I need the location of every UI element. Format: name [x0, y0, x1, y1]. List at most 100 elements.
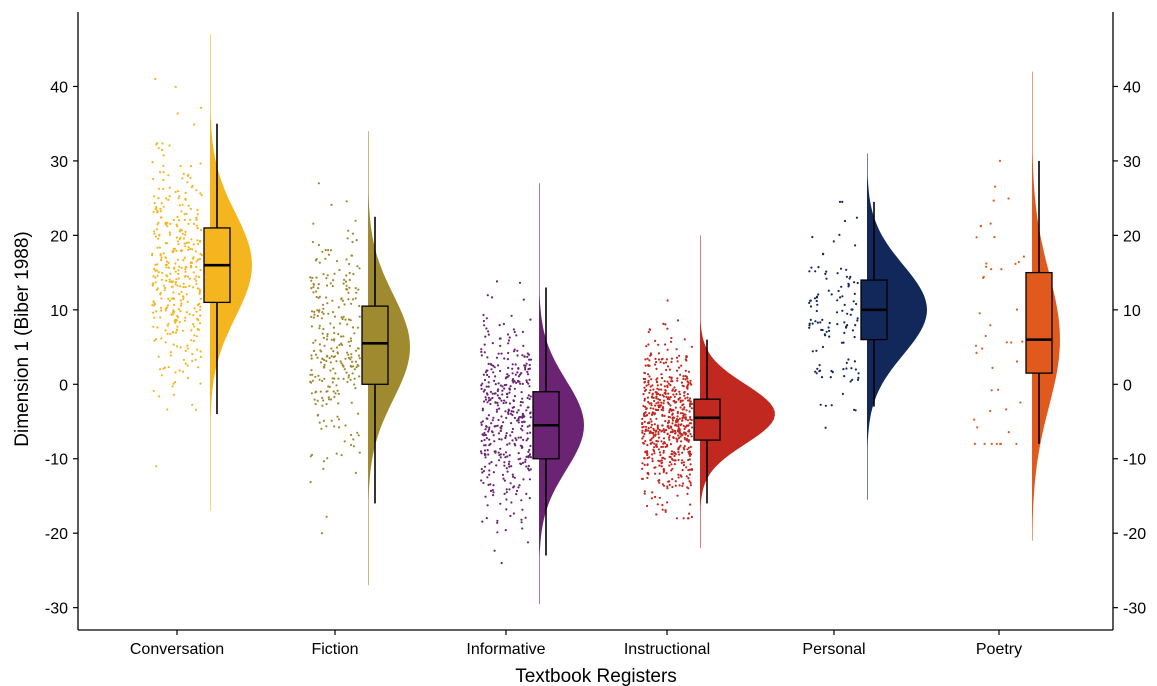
data-point: [502, 402, 505, 405]
data-point: [479, 450, 483, 453]
data-point: [357, 354, 361, 357]
data-point: [527, 382, 530, 385]
data-point: [195, 216, 198, 219]
data-point: [653, 442, 656, 445]
data-point: [668, 464, 671, 467]
data-point: [166, 221, 169, 224]
data-point: [182, 172, 185, 175]
data-point: [677, 434, 680, 437]
data-point: [349, 337, 352, 340]
data-point: [351, 298, 355, 301]
data-point: [171, 311, 174, 314]
data-point: [671, 431, 674, 434]
data-point: [165, 266, 168, 269]
data-point: [169, 272, 172, 275]
data-point: [185, 311, 188, 314]
data-point: [643, 457, 646, 460]
data-point: [657, 352, 661, 355]
data-point: [641, 429, 644, 432]
data-point: [350, 401, 353, 404]
data-point: [160, 309, 163, 312]
data-point: [507, 366, 510, 369]
data-point: [653, 423, 656, 426]
data-point: [845, 326, 848, 329]
data-point: [689, 402, 692, 405]
data-point: [171, 280, 175, 283]
data-point: [642, 393, 645, 396]
data-point: [846, 324, 849, 327]
data-point: [502, 453, 505, 456]
data-point: [817, 266, 820, 269]
data-point: [835, 311, 839, 314]
data-point: [671, 413, 674, 416]
data-point: [657, 401, 660, 404]
data-point: [676, 420, 679, 423]
data-point: [497, 388, 500, 391]
data-point: [687, 440, 690, 443]
data-point: [643, 399, 646, 402]
data-point: [318, 309, 321, 312]
data-point: [492, 416, 495, 419]
data-point: [828, 335, 831, 338]
data-point: [200, 194, 203, 197]
data-point: [480, 421, 483, 424]
data-point: [195, 279, 198, 282]
data-point: [496, 394, 499, 397]
data-point: [511, 427, 514, 431]
data-point: [183, 319, 187, 322]
data-point: [647, 429, 650, 432]
data-point: [158, 246, 161, 249]
data-point: [678, 390, 681, 393]
points-poetry: [973, 159, 1025, 445]
data-point: [656, 427, 660, 430]
data-point: [184, 285, 187, 289]
data-point: [672, 393, 675, 396]
data-point: [496, 521, 499, 524]
data-point: [346, 380, 349, 384]
data-point: [512, 512, 516, 515]
data-point: [686, 492, 689, 495]
data-point: [480, 350, 483, 353]
data-point: [505, 498, 508, 501]
data-point: [354, 471, 357, 474]
data-point: [151, 161, 154, 164]
data-point: [154, 207, 157, 210]
data-point: [309, 373, 312, 376]
data-point: [337, 418, 341, 421]
data-point: [153, 316, 156, 319]
data-point: [660, 461, 664, 464]
data-point: [154, 235, 157, 238]
data-point: [193, 334, 196, 337]
data-point: [347, 318, 351, 321]
data-point: [652, 396, 655, 399]
data-point: [644, 405, 647, 409]
data-point: [153, 230, 156, 233]
data-point: [528, 385, 531, 388]
data-point: [333, 338, 336, 341]
data-point: [200, 254, 203, 257]
density-conversation: [210, 34, 252, 511]
data-point: [496, 424, 499, 427]
data-point: [658, 428, 661, 432]
data-point: [153, 202, 156, 205]
data-point: [494, 375, 497, 378]
data-point: [186, 364, 189, 367]
data-point: [330, 203, 333, 206]
data-point: [182, 237, 186, 240]
data-point: [814, 370, 817, 373]
data-point: [493, 440, 496, 443]
data-point: [335, 346, 339, 349]
data-point: [853, 335, 856, 339]
data-point: [196, 348, 199, 351]
data-point: [811, 235, 814, 239]
data-point: [682, 446, 685, 450]
data-point: [184, 233, 187, 236]
data-point: [505, 401, 508, 404]
data-point: [515, 489, 519, 492]
data-point: [331, 311, 335, 314]
data-point: [643, 420, 646, 423]
data-point: [678, 354, 681, 357]
data-point: [651, 457, 654, 460]
data-point: [524, 516, 527, 519]
data-point: [514, 437, 517, 440]
